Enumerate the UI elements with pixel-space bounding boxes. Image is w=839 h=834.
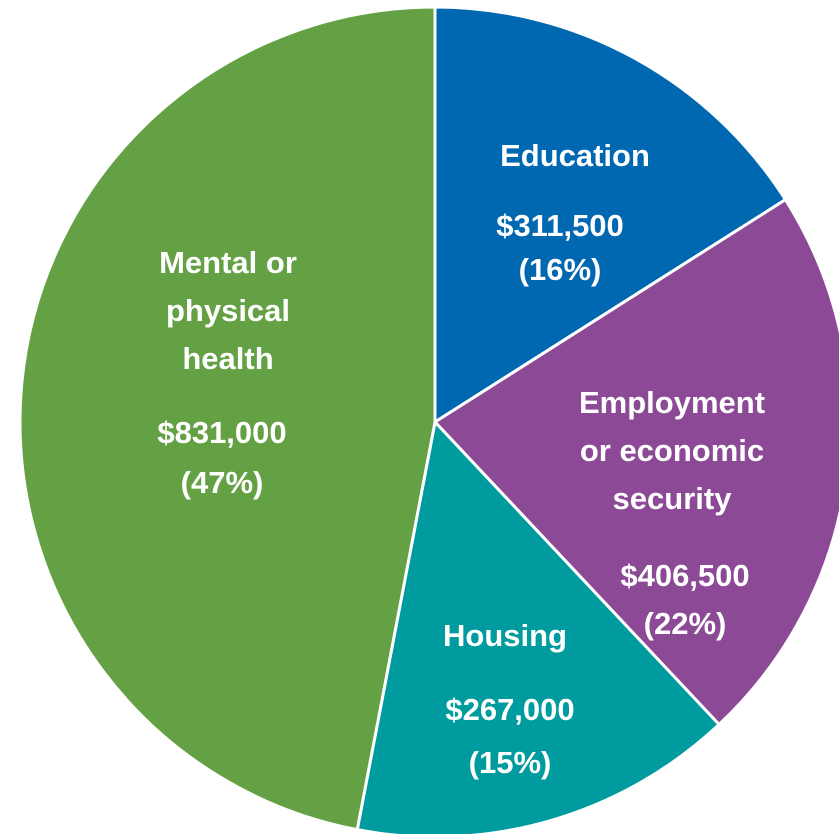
pie-slice — [355, 418, 722, 834]
amount-label: $831,000 — [157, 415, 286, 450]
amount-label: $311,500 — [496, 208, 624, 243]
percent-label: (15%) — [469, 745, 552, 780]
slice-name: Mental or physical health — [159, 245, 297, 376]
percent-label: (16%) — [519, 252, 602, 287]
percent-label: (47%) — [181, 465, 264, 500]
amount-label: $267,000 — [445, 692, 574, 727]
slice-name: Employment or economic security — [579, 385, 765, 516]
pie-slice — [18, 5, 437, 832]
percent-label: (22%) — [644, 606, 727, 641]
slice-name: Education — [500, 138, 650, 173]
amount-label: $406,500 — [620, 558, 749, 593]
pie-slice — [433, 5, 788, 425]
slice-name: Housing — [443, 618, 567, 653]
pie-slice — [432, 197, 839, 727]
